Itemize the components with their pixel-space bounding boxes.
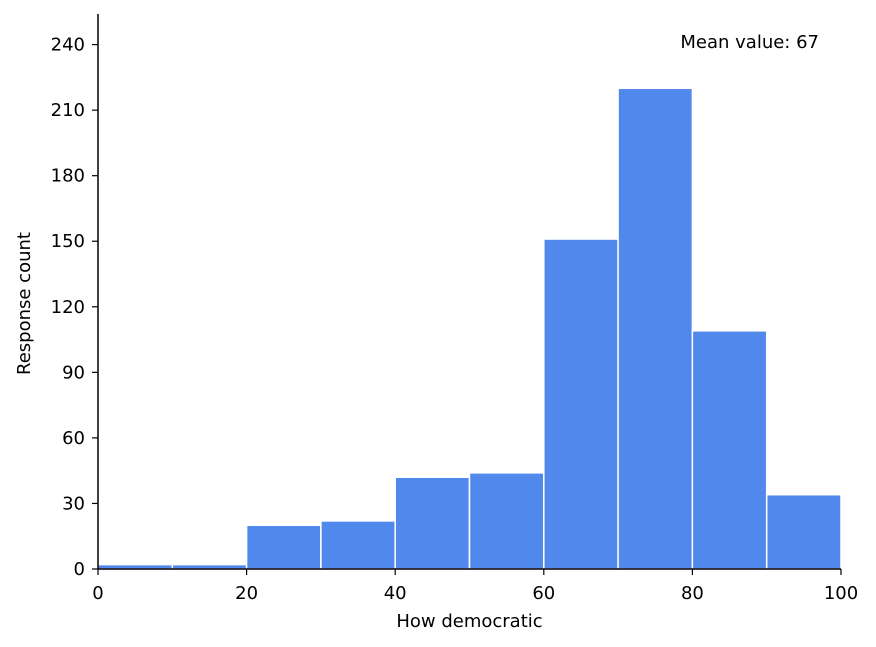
- y-tick-label: 90: [62, 362, 85, 383]
- bars-group: [97, 87, 842, 570]
- y-tick-label: 60: [62, 428, 85, 449]
- histogram-bar: [691, 330, 768, 570]
- histogram-bar: [394, 476, 471, 570]
- histogram-bar: [543, 238, 619, 570]
- x-tick-label: 80: [681, 583, 704, 604]
- y-tick-label: 30: [62, 493, 85, 514]
- histogram-bar: [468, 472, 545, 570]
- y-axis-title: Response count: [14, 232, 35, 375]
- y-tick-label: 210: [51, 100, 85, 121]
- y-tick-label: 180: [51, 166, 85, 187]
- x-tick-label: 0: [92, 583, 103, 604]
- mean-value-annotation: Mean value: 67: [680, 32, 819, 53]
- histogram-bar: [765, 493, 842, 570]
- histogram-bar: [320, 520, 396, 570]
- x-tick-label: 60: [532, 583, 555, 604]
- x-tick-label: 20: [235, 583, 258, 604]
- y-tick-label: 240: [51, 35, 85, 56]
- y-tick-label: 150: [51, 231, 85, 252]
- y-tick-label: 0: [74, 559, 85, 580]
- x-tick-label: 40: [384, 583, 407, 604]
- histogram-bar: [617, 87, 694, 570]
- y-ticks-group: 0 30 60 90 120 150 180 210 240: [51, 35, 98, 580]
- axes-group: [97, 14, 841, 570]
- x-ticks-group: 0 20 40 60 80 100: [92, 569, 858, 604]
- histogram-bar: [245, 524, 322, 570]
- x-axis-title: How democratic: [396, 611, 542, 632]
- x-tick-label: 100: [824, 583, 858, 604]
- y-tick-label: 120: [51, 297, 85, 318]
